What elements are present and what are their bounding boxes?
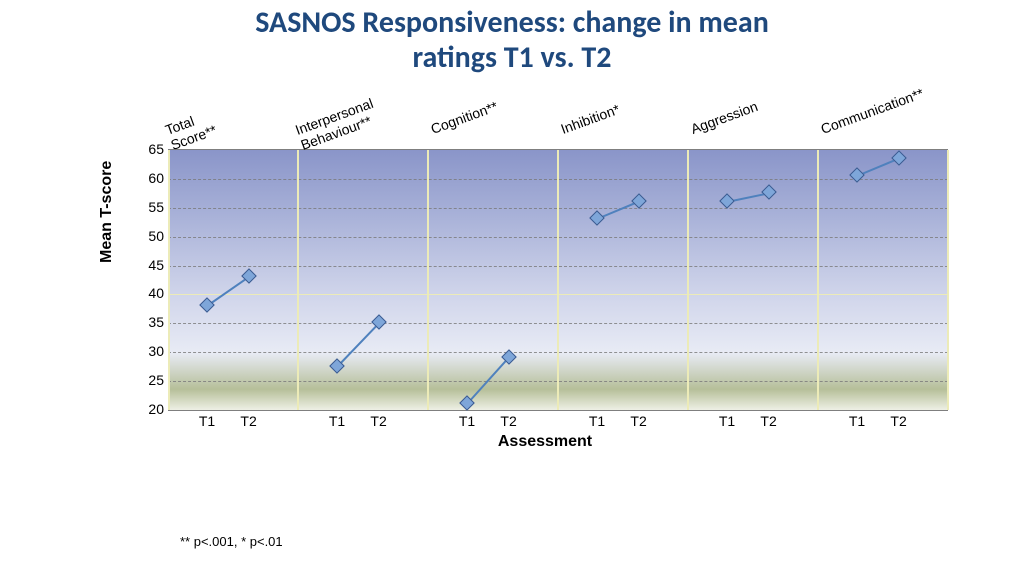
panel-separator	[687, 150, 689, 410]
x-tick: T1	[329, 413, 345, 429]
panel-label: Inhibition*	[559, 101, 622, 137]
page-title: SASNOS Responsiveness: change in mean ra…	[0, 6, 1024, 75]
x-tick: T1	[849, 413, 865, 429]
panel-label: Aggression	[689, 98, 760, 137]
y-tick: 50	[134, 228, 164, 244]
y-tick: 35	[134, 314, 164, 330]
panel-separator	[427, 150, 429, 410]
y-tick: 25	[134, 372, 164, 388]
y-tick: 65	[134, 141, 164, 157]
x-tick: T2	[890, 413, 906, 429]
title-line1: SASNOS Responsiveness: change in mean	[0, 6, 1024, 41]
footnote: ** p<.001, * p<.01	[180, 534, 283, 549]
x-tick: T2	[370, 413, 386, 429]
panel-label: Interpersonal Behaviour**	[293, 95, 381, 153]
x-tick: T2	[630, 413, 646, 429]
x-tick: T2	[240, 413, 256, 429]
panel-label: Communication**	[819, 85, 926, 137]
x-tick: T1	[459, 413, 475, 429]
panel-label: Cognition**	[429, 98, 500, 137]
x-tick: T1	[199, 413, 215, 429]
y-tick: 55	[134, 199, 164, 215]
panel-separator	[168, 150, 170, 410]
panel-separator	[557, 150, 559, 410]
panel-separator	[947, 150, 949, 410]
x-tick: T2	[760, 413, 776, 429]
x-axis-label: Assessment	[140, 433, 950, 451]
y-tick: 40	[134, 285, 164, 301]
x-tick: T2	[500, 413, 516, 429]
y-tick: 20	[134, 401, 164, 417]
panel-separator	[817, 150, 819, 410]
y-tick: 30	[134, 343, 164, 359]
panel-label: Total Score**	[163, 107, 219, 153]
y-tick: 45	[134, 257, 164, 273]
title-line2: ratings T1 vs. T2	[0, 41, 1024, 76]
chart-area: Mean T-score Assessment 2025303540455055…	[140, 93, 950, 473]
y-tick: 60	[134, 170, 164, 186]
panel-separator	[297, 150, 299, 410]
x-tick: T1	[719, 413, 735, 429]
x-tick: T1	[589, 413, 605, 429]
y-axis-label: Mean T-score	[98, 161, 116, 263]
plot-area	[168, 149, 948, 411]
